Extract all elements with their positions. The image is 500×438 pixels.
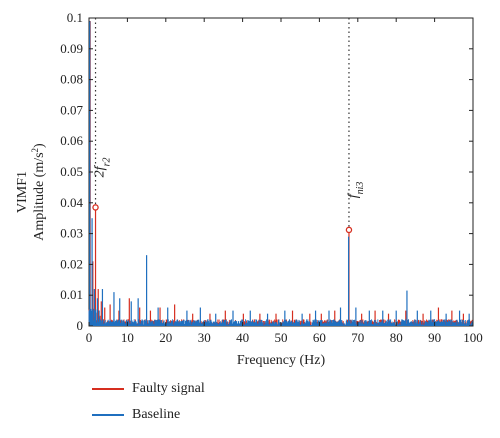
x-tick-label-7: 70 [351,330,364,345]
x-tick-label-5: 50 [275,330,288,345]
x-tick-label-2: 20 [159,330,172,345]
x-tick-label-4: 40 [236,330,249,345]
legend: Faulty signal Baseline [92,378,205,430]
y-tick-label-1: 0.01 [60,287,83,302]
x-tick-label-1: 10 [121,330,134,345]
y-axis-label-close: ) [32,143,47,148]
legend-item-faulty: Faulty signal [92,378,205,400]
annotation-label-sub-1: ni3 [354,182,365,195]
annotation-label-main-1: f [346,192,361,198]
y-axis-label-line2: Amplitude (m/s2) [30,143,47,241]
x-tick-label-0: 0 [86,330,93,345]
y-tick-label-10: 0.1 [67,10,83,25]
series-baseline [88,21,474,326]
y-tick-label-9: 0.09 [60,41,83,56]
x-tick-label-3: 30 [198,330,211,345]
axes-layer: 0 10 20 30 40 50 60 70 80 90 100 0 0.01 0.02 0.03 0.04 0… [60,10,483,345]
y-tick-label-8: 0.08 [60,72,83,87]
legend-label-baseline: Baseline [132,407,181,422]
annotation-layer: 2fr2 fni3 [92,18,366,234]
y-tick-label-7: 0.07 [60,102,83,117]
y-tick-label-0: 0 [77,318,84,333]
y-tick-label-5: 0.05 [60,164,83,179]
x-tick-label-8: 80 [390,330,403,345]
y-axis-label-line1: VIMF1 [15,171,30,213]
annotation-marker-0 [92,204,99,211]
y-tick-label-3: 0.03 [60,226,83,241]
annotation-label-1: fni3 [346,182,366,199]
x-tick-label-6: 60 [313,330,326,345]
legend-item-baseline: Baseline [92,404,205,426]
annotation-marker-1 [345,226,353,234]
annotation-label-main-0: 2f [93,164,108,177]
annotation-label-0: 2fr2 [93,158,113,178]
y-tick-label-2: 0.02 [60,256,83,271]
series-layer [88,21,474,326]
legend-swatch-faulty [92,388,124,390]
x-tick-label-10: 100 [463,330,483,345]
x-tick-label-9: 90 [428,330,441,345]
y-axis-label-superscript: 2 [30,148,40,153]
y-axis-label-text: Amplitude (m/s [32,152,47,240]
y-tick-label-6: 0.06 [60,133,83,148]
y-tick-label-4: 0.04 [60,195,83,210]
x-axis-label: Frequency (Hz) [237,353,326,368]
legend-swatch-baseline [92,414,124,416]
legend-label-faulty: Faulty signal [132,381,205,396]
annotation-label-sub-0: r2 [101,158,112,167]
